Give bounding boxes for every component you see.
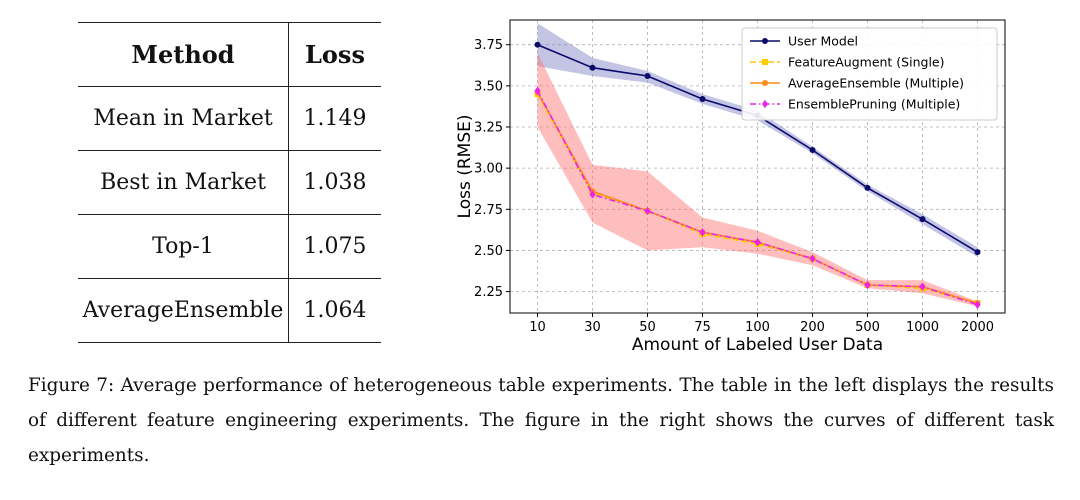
data-point [644,206,651,216]
x-tick-label: 2000 [961,320,994,335]
data-point [589,64,596,71]
x-tick-label: 30 [584,320,601,335]
loss-chart: 10 30 50 75 100 200 500 1000 2000 2.25 2.50 2.75 3.0… [455,19,1006,353]
legend-label: AverageEnsemble (Multiple) [788,76,964,91]
data-point [534,86,541,95]
legend-box [741,27,998,121]
x-tick-label: 500 [855,320,880,335]
y-tick-label: 3.50 [474,79,503,94]
figure-caption: Figure 7: Average performance of heterog… [28,375,1054,466]
data-point [809,254,816,263]
series-line-3 [536,90,978,306]
legend-label: EnsemblePruning (Multiple) [788,97,960,112]
data-point [864,184,871,191]
x-tick-label: 50 [639,320,656,335]
data-point [864,280,871,290]
table-row: Mean in Market 1.149 [78,86,381,151]
confidence-band-0 [537,23,978,257]
method-cell: Top-1 [78,214,289,279]
loss-cell: 1.064 [288,278,381,343]
y-tick-label: 2.75 [474,203,503,218]
y-axis-label: Loss (RMSE) [455,115,475,219]
x-tick-label: 75 [694,320,711,335]
y-tick-label: 3.75 [474,38,503,53]
legend-label: User Model [788,34,858,49]
y-tick-label: 3.00 [474,162,503,177]
table-header-row: Method Loss [78,22,381,87]
legend-marker [762,38,768,44]
data-point [809,147,816,154]
y-tick-label: 3.25 [474,120,503,135]
data-point [974,249,981,256]
data-point [974,300,981,309]
legend-label: FeatureAugment (Single) [788,55,945,70]
data-point [754,238,761,247]
x-tick-label: 1000 [906,320,939,335]
loss-cell: 1.038 [288,150,381,215]
confidence-band-3 [537,52,978,307]
table-row: Top-1 1.075 [78,214,381,279]
y-tick-label: 2.25 [474,285,503,300]
data-point [534,41,541,48]
series-line-1 [536,93,978,304]
header-method: Method [78,22,289,87]
data-point [919,282,926,291]
header-loss: Loss [288,22,381,87]
loss-cell: 1.075 [288,214,381,279]
x-axis-label: Amount of Labeled User Data [632,335,883,353]
x-tick-label: 100 [745,320,770,335]
method-cell: Best in Market [78,150,289,215]
data-point [699,228,706,237]
method-cell: AverageEnsemble [78,278,289,343]
method-cell: Mean in Market [78,86,289,151]
legend-marker [762,99,768,109]
legend-marker [762,80,768,86]
loss-cell: 1.149 [288,86,381,151]
data-point [699,96,706,103]
table-row: Best in Market 1.038 [78,150,381,215]
data-point [589,190,596,199]
x-tick-label: 200 [800,320,825,335]
data-point [644,72,651,79]
results-table: Method Loss Mean in Market 1.149 Best in… [78,22,381,343]
y-tick-label: 2.50 [474,244,503,259]
data-point [919,216,926,223]
table-row: AverageEnsemble 1.064 [78,278,381,343]
x-tick-label: 10 [529,320,546,335]
legend-marker [762,59,768,65]
